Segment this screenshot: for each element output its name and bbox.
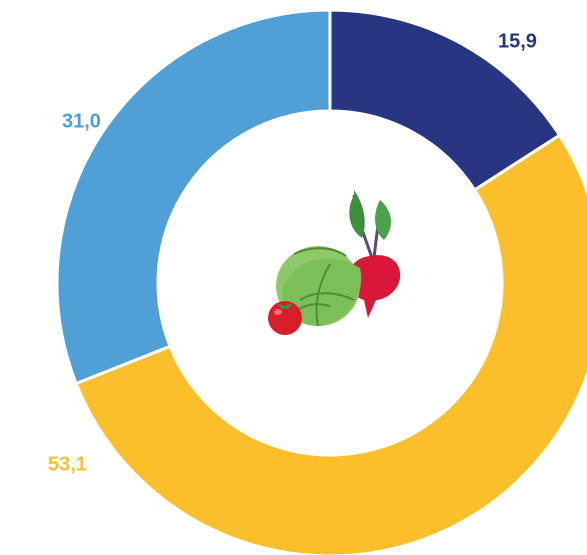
donut-segment bbox=[74, 133, 587, 555]
data-label: 53,1 bbox=[48, 453, 87, 475]
donut-segment bbox=[55, 8, 332, 386]
donut bbox=[55, 8, 587, 555]
data-label: 15,9 bbox=[498, 30, 537, 52]
vegetables-icon bbox=[268, 190, 401, 335]
data-label: 31,0 bbox=[62, 110, 101, 132]
